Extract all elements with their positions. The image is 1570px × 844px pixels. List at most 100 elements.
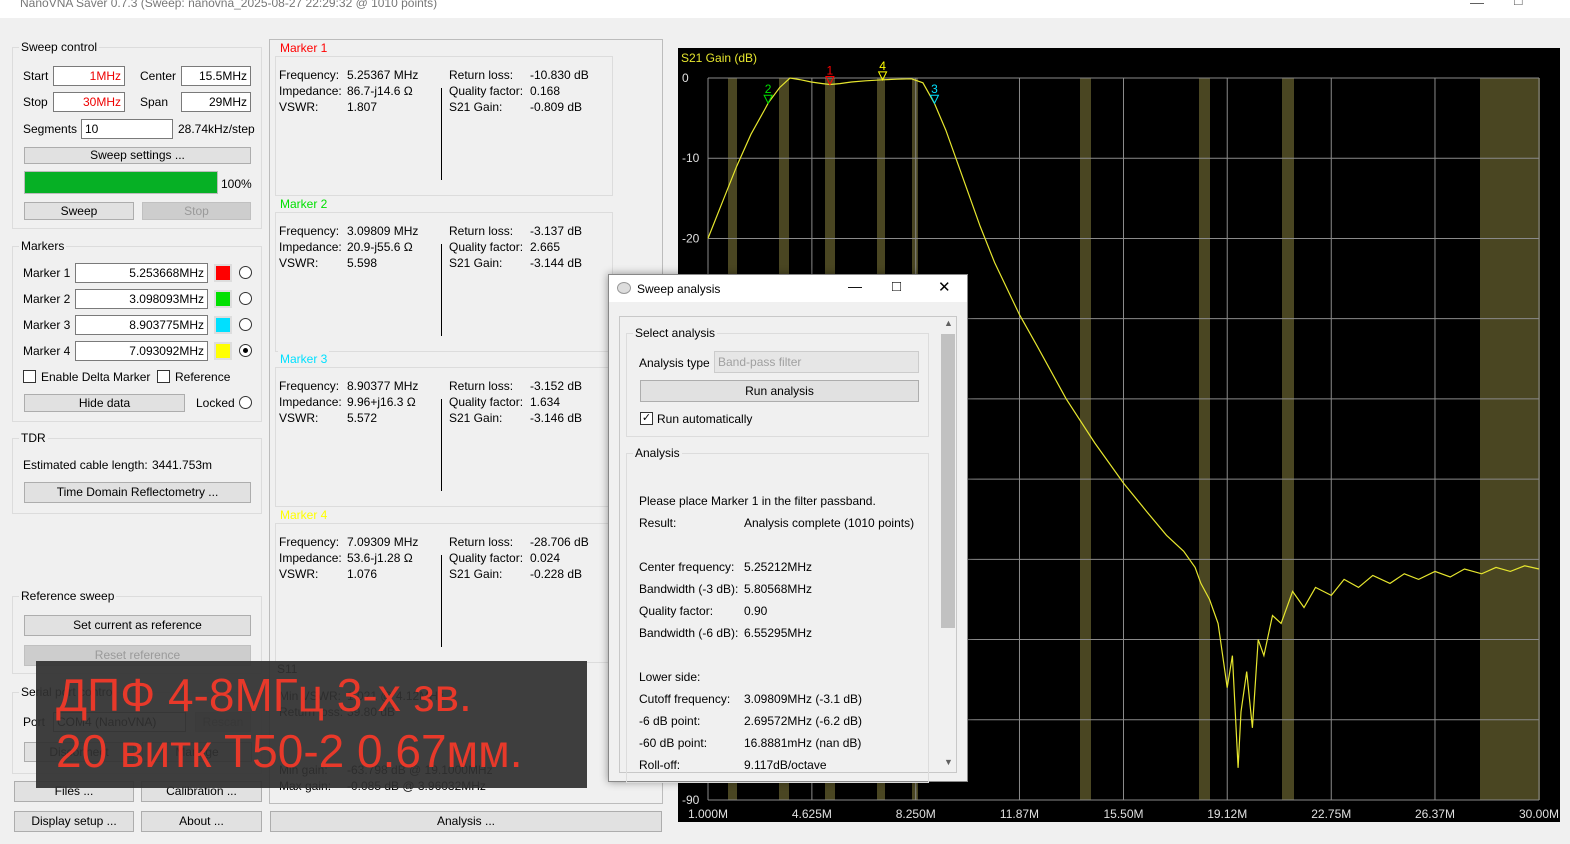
field-value: 0.024 [530, 550, 561, 565]
radio-button[interactable] [239, 266, 252, 279]
marker-color-swatch[interactable] [214, 316, 232, 334]
chart-marker [877, 71, 888, 81]
field-label: VSWR: [279, 566, 319, 581]
group-title: Markers [19, 238, 67, 254]
analysis-label: Lower side: [639, 670, 701, 684]
y-tick-label: -20 [682, 231, 700, 245]
analysis-button[interactable]: Analysis ... [270, 811, 662, 832]
scrollbar-thumb[interactable] [941, 334, 955, 628]
tdr-button[interactable]: Time Domain Reflectometry ... [24, 482, 251, 503]
field-label: Impedance: [279, 239, 342, 254]
analysis-value: 16.8881mHz (nan dB) [744, 736, 862, 750]
field-value: 53.6-j1.28 Ω [347, 550, 413, 565]
maximize-button[interactable]: □ [892, 278, 902, 295]
about-button[interactable]: About ... [141, 811, 262, 832]
radio-button[interactable] [239, 318, 252, 331]
radio-dot [243, 348, 248, 353]
stop-button[interactable]: Stop [142, 202, 251, 220]
field-label: Return loss: [449, 68, 514, 82]
start-input[interactable]: 1MHz [53, 66, 125, 86]
checkbox[interactable]: ✓ [640, 412, 653, 425]
dialog-title: Sweep analysis [637, 282, 721, 296]
field-value: 5.25367 MHz [347, 68, 419, 82]
divider [441, 243, 442, 336]
dialog-icon [617, 282, 631, 294]
field-label: Quality factor: [449, 84, 524, 98]
marker-frequency-input[interactable]: 5.253668MHz [75, 263, 208, 283]
center-input[interactable]: 15.5MHz [181, 66, 251, 86]
chart-marker-label: 2 [765, 82, 772, 96]
field-value: 1.807 [347, 100, 378, 114]
set-reference-button[interactable]: Set current as reference [24, 615, 251, 636]
field-value: 5.598 [347, 255, 378, 270]
checkbox-label: Run automatically [657, 412, 753, 426]
label: Span [140, 95, 169, 109]
marker-color-swatch[interactable] [214, 264, 232, 282]
checkbox-label: Reference [175, 370, 231, 384]
scroll-down[interactable]: ▼ [944, 757, 953, 767]
label: Locked [196, 396, 235, 410]
caption-line: ДПФ 4-8МГц 3-х зв. [56, 669, 472, 721]
field-label: Quality factor: [449, 395, 524, 409]
marker-info-title: Marker 2 [278, 195, 330, 212]
field-value: -0.809 dB [530, 100, 583, 114]
field-value: 1.076 [347, 566, 378, 581]
marker-color-swatch[interactable] [214, 342, 232, 360]
group-title: Analysis [633, 445, 682, 461]
analysis-label: -6 dB point: [639, 714, 701, 728]
segments-input[interactable]: 10 [81, 119, 173, 139]
checkbox[interactable] [23, 370, 36, 383]
field-label: VSWR: [279, 100, 319, 114]
analysis-type-combo[interactable]: Band-pass filter [714, 351, 919, 373]
reset-reference-button[interactable]: Reset reference [24, 645, 251, 666]
scroll-up[interactable]: ▲ [944, 318, 953, 328]
group-box [12, 47, 262, 229]
stop-input[interactable]: 30MHz [53, 92, 125, 112]
x-tick-label: 11.87M [1000, 807, 1039, 821]
field-label: Quality factor: [449, 550, 524, 565]
sweep-settings-button[interactable]: Sweep settings ... [24, 147, 251, 164]
analysis-value: 9.117dB/octave [744, 758, 827, 772]
analysis-label: Please place Marker 1 in the filter pass… [639, 494, 876, 508]
span-input[interactable]: 29MHz [181, 92, 251, 112]
close-button[interactable]: ✕ [938, 279, 951, 296]
progress-track [24, 171, 218, 194]
label: Center [140, 69, 177, 83]
field-value: -3.152 dB [530, 379, 583, 393]
group-title: Sweep control [19, 39, 100, 55]
radio-button[interactable] [239, 396, 252, 409]
marker-frequency-input[interactable]: 3.098093MHz [75, 289, 208, 309]
hide-data-button[interactable]: Hide data [24, 394, 185, 412]
maximize-icon[interactable]: □ [1514, 0, 1523, 8]
field-label: Impedance: [279, 84, 342, 98]
display-setup-button[interactable]: Display setup ... [14, 811, 134, 832]
group-box [12, 246, 262, 422]
checkbox-label: Enable Delta Marker [41, 370, 151, 384]
field-value: 8.90377 MHz [347, 379, 419, 393]
radio-button[interactable] [239, 292, 252, 305]
marker-frequency-input[interactable]: 8.903775MHz [75, 315, 208, 335]
analysis-label: Quality factor: [639, 604, 714, 618]
group-box [626, 333, 929, 437]
field-value: 5.572 [347, 411, 378, 425]
field-label: Return loss: [449, 223, 514, 238]
field-label: S21 Gain: [449, 100, 503, 114]
field-value: 20.9-j55.6 Ω [347, 239, 413, 254]
y-tick-label: 0 [682, 71, 689, 85]
minimize-button[interactable]: — [848, 278, 862, 294]
field-value: 86.7-j14.6 Ω [347, 84, 413, 98]
marker-color-swatch[interactable] [214, 290, 232, 308]
field-label: Frequency: [279, 68, 340, 82]
minimize-icon[interactable]: — [1470, 0, 1484, 10]
sweep-button[interactable]: Sweep [24, 202, 134, 220]
progress-label: 100% [221, 177, 252, 191]
run-analysis-button[interactable]: Run analysis [640, 380, 919, 402]
marker-label: Marker 1 [23, 266, 71, 280]
radio-button[interactable] [239, 344, 252, 357]
label: Estimated cable length: [23, 458, 148, 472]
checkbox[interactable] [157, 370, 170, 383]
cable-length: 3441.753m [152, 458, 213, 472]
marker-frequency-input[interactable]: 7.093092MHz [75, 341, 208, 361]
field-value: -3.144 dB [530, 255, 583, 270]
